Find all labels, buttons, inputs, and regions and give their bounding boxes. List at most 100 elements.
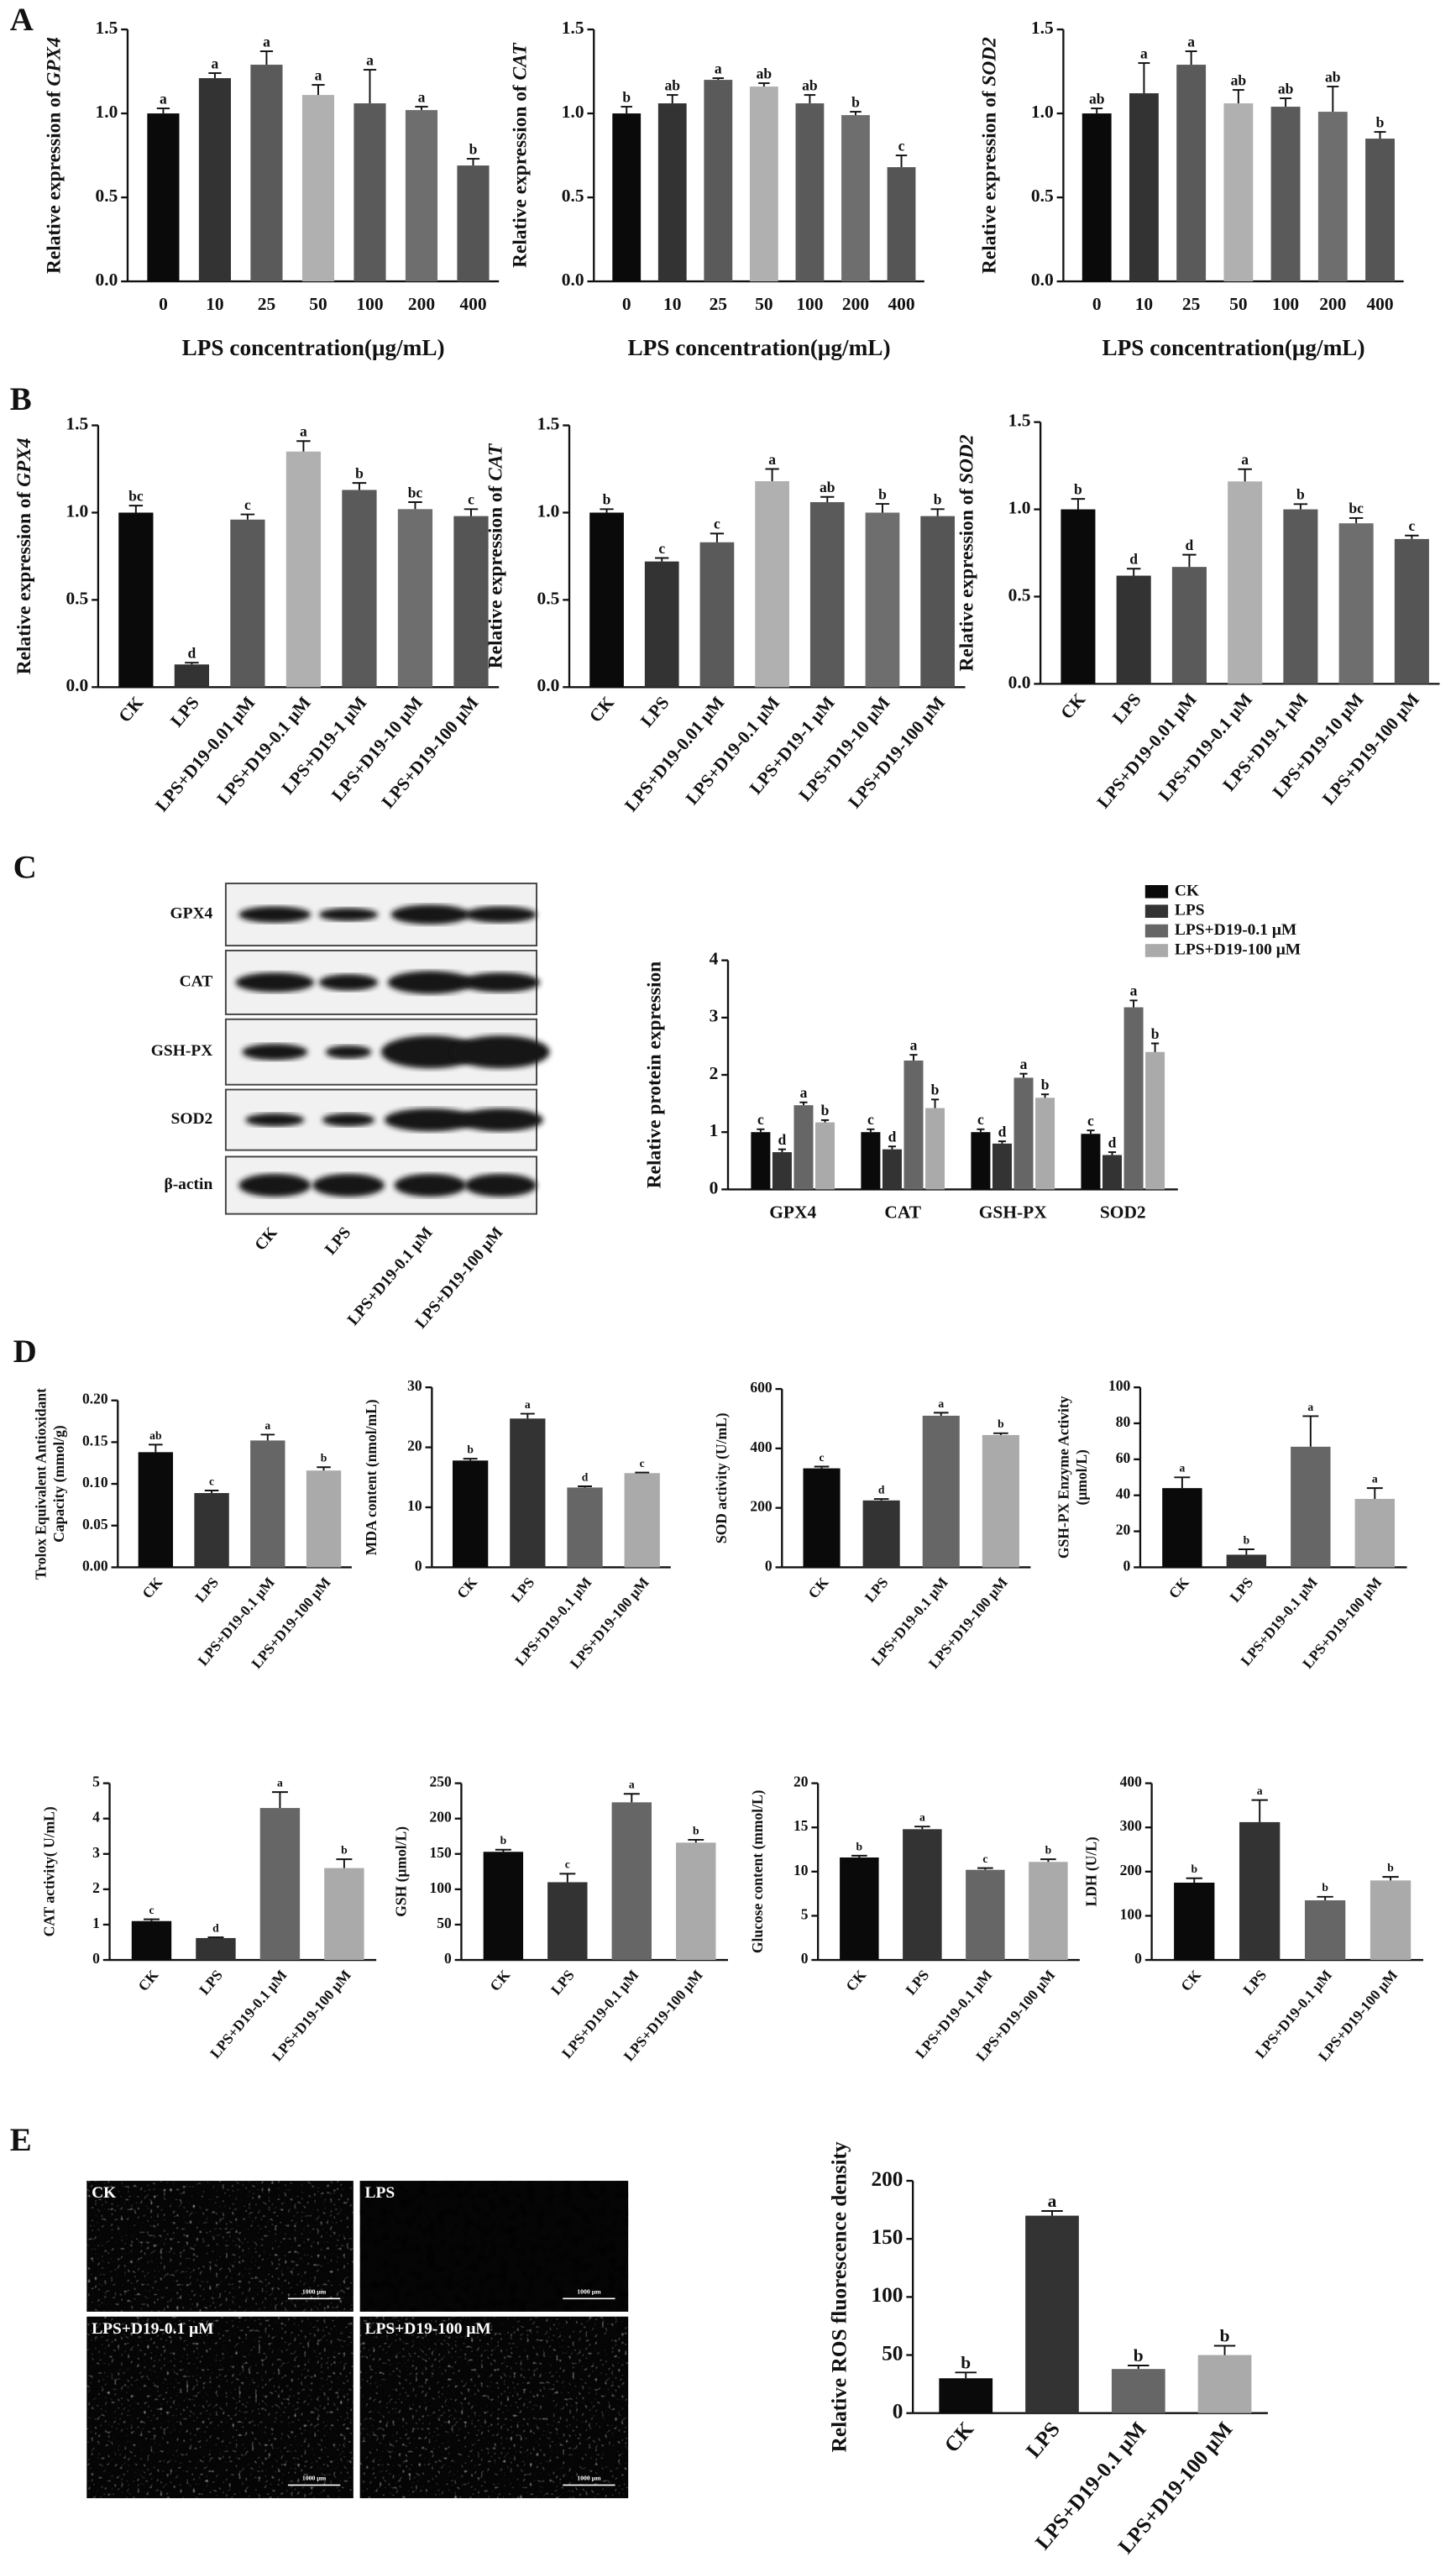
bar — [250, 65, 283, 282]
significance-letter: c — [149, 1904, 154, 1916]
bar — [862, 1500, 900, 1568]
blot-protein-label: CAT — [180, 972, 213, 990]
legend-swatch — [1144, 885, 1169, 899]
x-tick-label: CK — [134, 1967, 161, 1994]
significance-letter: a — [418, 88, 426, 105]
x-tick-label: LPS — [191, 1574, 222, 1605]
bar — [704, 80, 733, 282]
significance-letter: ab — [149, 1429, 162, 1442]
significance-letter: b — [878, 485, 887, 502]
bar — [138, 1452, 174, 1568]
bar — [1370, 1880, 1411, 1961]
y-axis-label: Relative ROS fluorescence density — [827, 2141, 851, 2452]
significance-letter: b — [469, 140, 478, 157]
bar — [196, 1937, 236, 1961]
bar — [925, 1108, 945, 1190]
y-tick-label: 0 — [1134, 1950, 1142, 1967]
y-tick-label: 0.5 — [562, 186, 584, 206]
bar — [920, 516, 956, 688]
y-tick-label: 0.0 — [1008, 672, 1031, 692]
y-axis-label: Relative expression of CAT — [485, 443, 507, 668]
y-tick-label: 3 — [710, 1006, 719, 1026]
y-tick-label: 1.5 — [562, 18, 584, 38]
y-tick-label: 100 — [1120, 1905, 1143, 1922]
significance-letter: a — [1307, 1401, 1313, 1413]
x-tick-label: CK — [842, 1967, 869, 1994]
y-axis-label-text: LDH (U/L) — [1082, 1836, 1099, 1906]
y-tick-label: 50 — [882, 2341, 903, 2365]
x-tick-label: LPS — [196, 1967, 226, 1998]
significance-letter: ab — [1089, 90, 1105, 107]
significance-letter: ab — [1325, 68, 1341, 85]
bar — [793, 1105, 814, 1190]
x-tick-label: LPS — [1239, 1967, 1270, 1998]
y-tick-label: 1.0 — [1031, 102, 1054, 122]
y-tick-label: 2 — [92, 1879, 100, 1896]
x-tick-label: 400 — [459, 294, 486, 314]
x-tick-label: 0 — [1092, 294, 1102, 314]
blot-band — [312, 1173, 385, 1197]
blot-band — [384, 1108, 476, 1132]
bar — [772, 1152, 792, 1190]
panel-label: D — [13, 1333, 37, 1370]
micrograph-signal — [86, 2316, 354, 2499]
significance-letter: b — [1322, 1881, 1328, 1894]
bar — [306, 1470, 342, 1568]
bar — [567, 1487, 603, 1568]
significance-letter: a — [715, 60, 722, 76]
bar — [624, 1473, 660, 1568]
y-tick-label: 150 — [871, 2225, 903, 2249]
x-tick-label: LPS — [636, 693, 673, 731]
scale-bar-label: 1000 μm — [577, 2287, 601, 2295]
significance-letter: d — [582, 1470, 589, 1483]
y-tick-label: 0.10 — [82, 1474, 108, 1491]
y-tick-label: 0.5 — [96, 186, 118, 206]
bar — [1025, 2215, 1079, 2413]
bar — [992, 1143, 1012, 1190]
significance-letter: c — [982, 1852, 987, 1865]
significance-letter: ab — [665, 76, 681, 93]
y-axis-label: CAT activity( U/mL) — [40, 1806, 57, 1936]
bar — [589, 512, 624, 688]
bar — [755, 481, 789, 688]
y-tick-label: 20 — [407, 1438, 422, 1454]
significance-letter: b — [851, 93, 860, 110]
bar — [1174, 1882, 1215, 1961]
y-tick-label: 100 — [429, 1879, 452, 1896]
blot-band — [458, 1108, 543, 1132]
x-tick-label: GPX4 — [769, 1202, 816, 1223]
significance-letter: a — [1130, 982, 1138, 999]
x-tick-label: LPS — [507, 1574, 537, 1605]
significance-letter: a — [1372, 1473, 1378, 1485]
significance-letter: c — [867, 1111, 874, 1128]
micrograph-label: LPS+D19-0.1 μM — [92, 2320, 213, 2338]
significance-letter: a — [629, 1779, 635, 1791]
x-tick-label: CK — [139, 1574, 165, 1601]
significance-letter: a — [212, 55, 219, 71]
bar — [250, 1440, 285, 1568]
bar — [397, 509, 433, 688]
y-tick-label: 0 — [893, 2400, 903, 2423]
significance-letter: d — [778, 1131, 787, 1148]
blot-band — [322, 1113, 375, 1127]
y-tick-label: 0.0 — [537, 675, 560, 695]
bar — [1270, 107, 1301, 282]
significance-letter: b — [622, 88, 631, 105]
bar — [1116, 575, 1151, 684]
x-tick-label: 200 — [842, 294, 869, 314]
significance-letter: b — [821, 1102, 830, 1119]
significance-letter: bc — [1349, 500, 1364, 516]
y-tick-label: 200 — [871, 2167, 903, 2191]
x-tick-label: 0 — [622, 294, 631, 314]
y-tick-label: 0.5 — [1008, 584, 1031, 605]
bar — [1228, 481, 1263, 684]
significance-letter: a — [800, 1084, 808, 1101]
bar — [1291, 1446, 1331, 1568]
y-axis-label-text: MDA content (nmol/mL) — [363, 1399, 380, 1555]
blot-lane-label: LPS — [322, 1224, 354, 1259]
blot-band — [464, 1173, 537, 1197]
panel-label: E — [10, 2122, 32, 2158]
x-tick-label: 100 — [356, 294, 383, 314]
y-tick-label: 1.0 — [537, 500, 560, 521]
